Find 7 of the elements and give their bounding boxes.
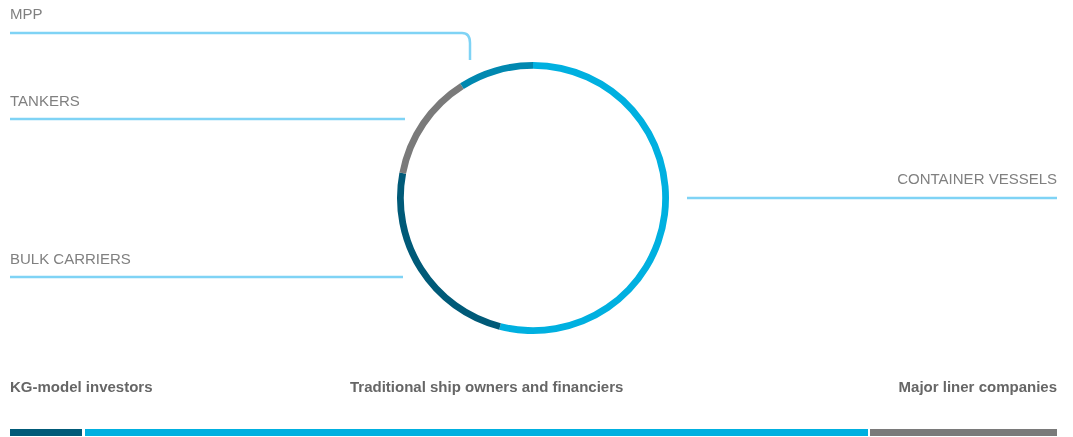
text: KG-model investors — [10, 378, 153, 395]
slice-label: TANKERS — [10, 92, 80, 110]
slice-label: MPP — [10, 5, 43, 23]
slice-label: CONTAINER VESSELS — [897, 170, 1057, 188]
text: Major liner companies — [898, 378, 1057, 395]
text: Traditional ship owners and financiers — [350, 378, 624, 395]
slice-label: BULK CARRIERS — [10, 250, 131, 268]
